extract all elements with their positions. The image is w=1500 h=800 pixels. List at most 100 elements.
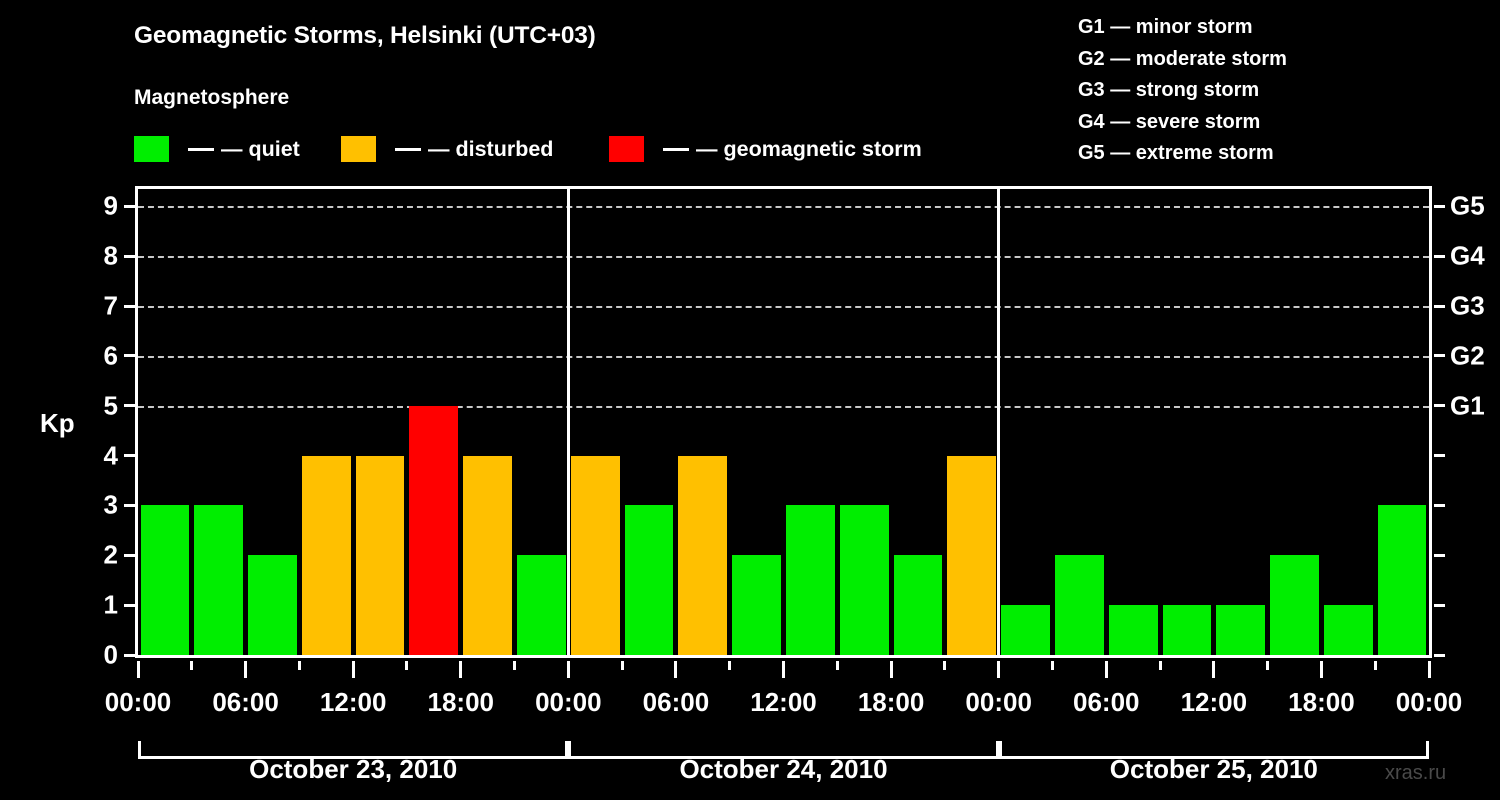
y-axis-label: 8 [103,240,118,271]
x-axis-tick-minor [835,661,839,670]
y-axis-tick [124,454,135,458]
bar [463,455,513,655]
date-label: October 25, 2010 [1109,754,1318,784]
x-axis-tick-minor [297,661,301,670]
x-axis-tick-minor [943,661,947,670]
y-axis-title: Kp [40,408,75,438]
x-axis-label: 12:00 [1180,687,1248,717]
legend-swatch-storm [609,136,644,162]
bar [1377,505,1427,655]
x-axis-label: 00:00 [535,687,602,717]
page-title: Geomagnetic Storms, Helsinki (UTC+03) [134,22,596,49]
x-axis-tick-minor [1266,661,1270,670]
y-axis-tick [124,404,135,408]
bar [893,555,943,655]
plot-area [135,186,1432,658]
x-axis-label: 18:00 [857,687,925,717]
bar [570,455,620,655]
bar [194,505,244,655]
x-axis-tick-minor [405,661,409,670]
legend-item-storm: — geomagnetic storm [609,133,922,165]
x-axis-tick-major [889,661,893,678]
right-axis-tick [1434,354,1445,358]
bar [1001,605,1050,655]
gridline [138,355,1429,358]
x-axis-tick-major [459,661,463,678]
x-axis-label: 00:00 [965,687,1032,717]
bar [1216,605,1266,655]
date-label: October 23, 2010 [249,754,458,784]
bar [409,405,459,655]
x-axis-label: 00:00 [1395,687,1463,717]
bar [355,455,405,655]
x-axis-label: 18:00 [1288,687,1355,717]
right-axis-tick [1434,304,1445,308]
right-axis-tick [1434,603,1445,607]
bar [678,455,728,655]
day-divider [566,189,570,655]
bar [140,505,190,655]
g-scale-line: G1 — minor storm [1078,16,1253,38]
x-axis-tick-minor [1050,661,1054,670]
y-axis-label: 6 [103,340,118,371]
x-axis-tick-major [1212,661,1216,678]
g-scale-line: G4 — severe storm [1078,110,1261,133]
bar [301,455,351,655]
y-axis-tick [124,503,135,507]
x-axis-tick-major [1319,661,1323,678]
gridline [138,306,1429,309]
x-axis-tick-minor [1373,661,1377,670]
date-label: October 24, 2010 [679,754,888,784]
g-scale-line: G2 — moderate storm [1078,47,1287,70]
x-axis-tick-major [997,661,1001,678]
bar [1054,555,1104,655]
bar [624,505,674,655]
right-axis-tick [1434,553,1445,557]
bar [947,455,997,655]
bar [786,505,835,655]
g-level-label: G3 [1450,290,1485,321]
g-scale-legend: G1 — minor storm G2 — moderate storm G3 … [1078,12,1287,170]
x-axis-label: 06:00 [642,687,710,717]
y-axis-tick [124,304,135,308]
g-level-label: G5 [1450,190,1485,221]
y-axis-label: 7 [103,290,118,321]
x-axis-tick-major [1427,661,1431,678]
y-axis-tick [124,204,135,208]
x-axis-tick-major [566,661,570,678]
plot-inner [138,189,1429,655]
legend-swatch-disturbed [341,136,376,162]
right-axis-tick [1434,653,1445,657]
g-level-label: G2 [1450,340,1485,371]
x-axis-tick-major [674,661,678,678]
x-axis-tick-minor [1158,661,1162,670]
legend-item-quiet: — quiet [134,133,300,165]
legend-dash [188,147,214,151]
right-axis-tick [1434,454,1445,458]
legend-label-quiet: — quiet [221,136,300,161]
right-axis-tick [1434,204,1445,208]
right-axis-tick [1434,254,1445,258]
x-axis-label: 06:00 [1073,687,1140,717]
y-axis-label: 9 [103,190,118,221]
bar [732,555,781,655]
y-axis-label: 5 [103,390,118,421]
x-axis-tick-major [782,661,785,678]
x-axis-label: 00:00 [104,687,172,717]
y-axis-tick [124,603,135,607]
legend-label-disturbed: — disturbed [428,136,554,161]
x-axis-tick-minor [620,661,624,670]
x-axis-tick-major [351,661,355,678]
x-axis-label: 18:00 [427,687,495,717]
date-bracket [998,741,1429,759]
y-axis-label: 3 [103,489,118,520]
bar [1270,555,1319,655]
y-axis-tick [124,354,135,358]
y-axis-tick [124,653,135,657]
x-axis-tick-minor [190,661,194,670]
g-level-label: G1 [1450,390,1485,421]
y-axis-tick [124,254,135,258]
x-axis-tick-major [1104,661,1108,678]
bar [1323,605,1373,655]
